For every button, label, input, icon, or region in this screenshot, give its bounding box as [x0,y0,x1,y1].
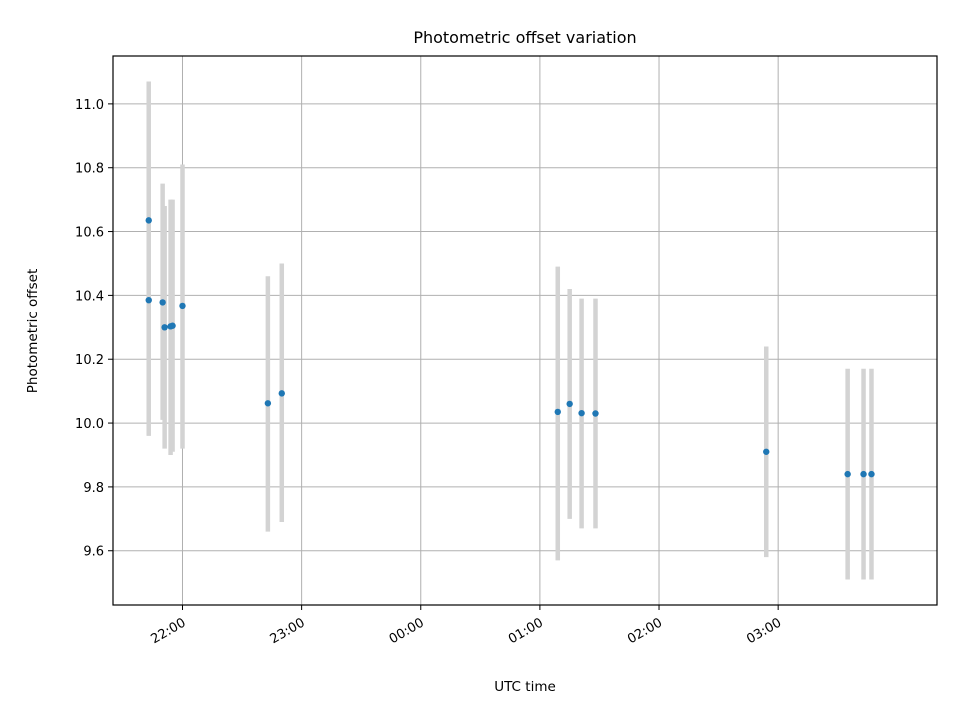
data-point [159,299,166,306]
error-bars [146,81,874,580]
y-tick-label: 9.8 [83,481,104,496]
y-axis-label: Photometric offset [25,269,41,393]
data-point [179,302,186,310]
data-points [145,217,875,478]
x-tick-label: 22:00 [149,615,189,647]
data-point [145,296,152,304]
x-axis-ticks: 22:00 23:00 00:00 01:00 02:00 03:00 [149,605,784,647]
y-tick-label: 9.6 [83,545,104,560]
data-point [264,400,272,407]
data-point [161,324,168,331]
data-point [844,470,851,478]
data-point [566,400,573,408]
data-point [145,217,152,224]
x-tick-label: 03:00 [744,615,784,647]
data-point [554,408,561,416]
x-tick-label: 02:00 [625,615,665,647]
y-tick-label: 10.4 [75,289,104,304]
data-point [278,390,285,397]
data-point [763,448,770,455]
data-point [592,410,599,417]
data-point [169,322,176,329]
grid-lines [113,56,937,605]
data-point [868,470,875,478]
y-tick-label: 10.0 [75,417,104,432]
y-tick-label: 10.2 [75,353,104,368]
x-tick-label: 01:00 [506,615,546,647]
chart-title: Photometric offset variation [413,28,636,47]
data-point [578,409,585,417]
x-tick-label: 00:00 [387,615,427,647]
y-axis-ticks: 9.6 9.8 10.0 10.2 10.4 10.6 10.8 11.0 [75,98,113,560]
y-tick-label: 11.0 [75,98,104,113]
x-axis-label: UTC time [494,679,556,695]
x-tick-label: 23:00 [268,615,308,647]
plot-frame [112,55,938,606]
y-tick-label: 10.8 [75,162,104,177]
y-tick-label: 10.6 [75,226,104,241]
data-point [860,470,867,478]
